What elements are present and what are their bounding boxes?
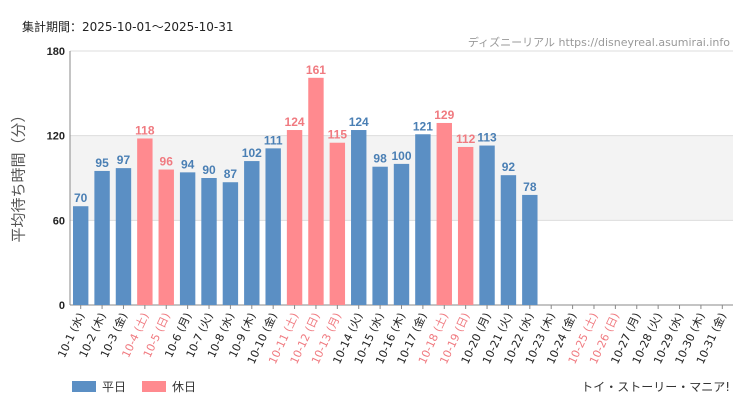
bar-20 <box>500 175 517 305</box>
site-credit: ディズニーリアル https://disneyreal.asumirai.inf… <box>467 36 730 49</box>
bar-13 <box>351 130 367 305</box>
legend-swatch-holiday <box>142 381 167 392</box>
bar-value-label-8: 102 <box>242 146 262 160</box>
bar-17 <box>436 122 452 305</box>
bar-value-label-9: 111 <box>264 133 283 147</box>
bar-11 <box>308 77 324 305</box>
bar-value-label-0: 70 <box>74 191 88 205</box>
bar-value-label-19: 113 <box>477 131 497 145</box>
bar-value-label-17: 129 <box>434 108 454 122</box>
bar-value-label-10: 124 <box>285 115 305 129</box>
bar-8 <box>244 161 260 305</box>
legend-label-weekday: 平日 <box>102 380 127 394</box>
bar-4 <box>158 169 174 305</box>
bar-value-label-20: 92 <box>502 160 516 174</box>
bar-5 <box>179 172 196 305</box>
legend-swatch-weekday <box>72 381 96 392</box>
bar-value-label-1: 95 <box>95 156 109 170</box>
bar-16 <box>415 134 431 305</box>
bar-value-label-21: 78 <box>523 180 537 194</box>
bar-21 <box>522 194 538 305</box>
bar-10 <box>286 130 303 305</box>
bar-value-label-12: 115 <box>328 128 348 142</box>
bar-value-label-16: 121 <box>413 119 433 133</box>
bar-value-label-4: 96 <box>160 155 174 169</box>
legend-label-holiday: 休日 <box>172 380 197 394</box>
bar-12 <box>329 142 346 305</box>
bar-7 <box>222 182 239 305</box>
bar-19 <box>479 145 495 305</box>
bar-2 <box>115 168 132 305</box>
attraction-name: トイ・ストーリー・マニア! <box>581 380 730 394</box>
legend-item-holiday[interactable]: 休日 <box>142 378 196 395</box>
bar-value-label-2: 97 <box>117 153 131 167</box>
bar-15 <box>393 163 410 305</box>
bar-9 <box>265 148 281 305</box>
bar-value-label-6: 90 <box>202 163 216 177</box>
legend-item-weekday[interactable]: 平日 <box>72 378 126 395</box>
bar-3 <box>137 138 153 305</box>
bar-value-label-13: 124 <box>349 115 369 129</box>
y-tick-label-60: 60 <box>53 215 65 227</box>
bar-value-label-3: 118 <box>135 123 155 137</box>
y-tick-label-180: 180 <box>47 46 65 58</box>
y-tick-label-0: 0 <box>59 300 65 312</box>
bar-value-label-11: 161 <box>306 63 326 77</box>
bar-value-label-14: 98 <box>373 152 387 166</box>
legend: 平日 休日 <box>72 378 212 395</box>
period-label: 集計期間：2025-10-01～2025-10-31 <box>22 20 234 34</box>
y-tick-label-120: 120 <box>47 131 65 143</box>
bar-6 <box>201 178 217 305</box>
bar-18 <box>457 146 474 305</box>
bar-0 <box>72 206 89 305</box>
bar-value-label-18: 112 <box>456 132 476 146</box>
bar-value-label-7: 87 <box>224 167 238 181</box>
bar-value-label-5: 94 <box>181 157 195 171</box>
bar-value-label-15: 100 <box>391 149 411 163</box>
bar-14 <box>372 166 388 305</box>
bar-1 <box>94 170 110 305</box>
